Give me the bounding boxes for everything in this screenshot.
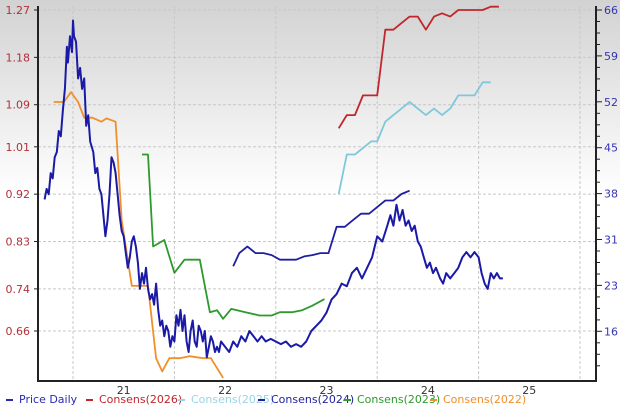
left-tick-label: 1.18 [6, 51, 31, 64]
legend-swatch-icon [258, 398, 265, 401]
left-tick-label: 1.09 [6, 99, 31, 112]
right-tick-label: 66 [604, 4, 618, 17]
series-consens-2024 [232, 189, 410, 267]
left-tick-label: 0.83 [6, 236, 31, 249]
right-tick-label: 31 [604, 234, 618, 247]
right-tick-label: 38 [604, 188, 618, 201]
left-tick-label: 0.74 [6, 283, 31, 296]
right-tick-label: 23 [604, 279, 618, 292]
series-consens-2025 [337, 81, 491, 195]
series-consens-2022 [53, 91, 224, 379]
legend-swatch-icon [178, 398, 185, 401]
legend-item-consens-2025[interactable]: Consens(2025) [178, 393, 274, 406]
legend-swatch-icon [6, 398, 13, 401]
series-consens-2023 [142, 153, 325, 320]
left-axis-ticks: 1.27 1.18 1.09 1.01 0.92 0.83 0.74 0.66 [6, 4, 38, 338]
x-tick-label: 24 [421, 384, 435, 397]
legend-item-consens-2026[interactable]: Consens(2026) [86, 393, 182, 406]
legend-label: Consens(2024) [271, 393, 355, 406]
right-tick-label: 16 [604, 325, 618, 338]
x-tick-label: 23 [320, 384, 334, 397]
legend-label: Price Daily [19, 393, 78, 406]
right-axis-ticks: 66 59 52 45 38 31 23 16 [596, 4, 618, 367]
legend-swatch-icon [344, 398, 351, 401]
legend-item-price-daily[interactable]: Price Daily [6, 393, 77, 406]
plot-background [0, 0, 620, 390]
x-tick-label: 25 [522, 384, 536, 397]
legend-label: Consens(2025) [191, 393, 275, 406]
x-tick-label: 22 [218, 384, 232, 397]
right-tick-label: 52 [604, 96, 618, 109]
x-tick-label: 21 [117, 384, 131, 397]
right-tick-label: 45 [604, 142, 618, 155]
left-tick-label: 0.92 [6, 188, 31, 201]
legend-swatch-icon [86, 398, 93, 401]
legend-label: Consens(2023) [357, 393, 441, 406]
x-axis-ticks: 21 22 23 24 25 [117, 384, 537, 397]
series-consens-2026 [337, 5, 499, 129]
series-lines [43, 5, 503, 379]
legend-swatch-icon [430, 398, 437, 401]
legend-item-consens-2023[interactable]: Consens(2023) [344, 393, 440, 406]
legend-label: Consens(2022) [443, 393, 527, 406]
left-tick-label: 0.66 [6, 325, 31, 338]
right-tick-label: 59 [604, 50, 618, 63]
gridlines [38, 6, 596, 380]
series-price-daily [43, 19, 503, 359]
legend-item-consens-2022[interactable]: Consens(2022) [430, 393, 526, 406]
chart-legend: Price Daily Consens(2026) Consens(2025) Con… [0, 393, 620, 409]
legend-label: Consens(2026) [99, 393, 183, 406]
legend-item-consens-2024[interactable]: Consens(2024) [258, 393, 354, 406]
left-tick-label: 1.01 [6, 141, 31, 154]
left-tick-label: 1.27 [6, 4, 31, 17]
